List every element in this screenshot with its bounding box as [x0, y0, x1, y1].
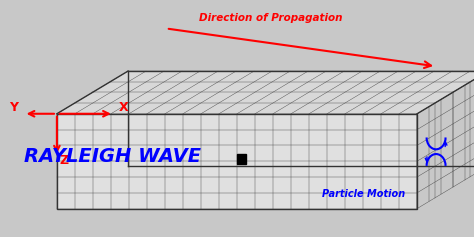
Polygon shape — [417, 71, 474, 209]
Polygon shape — [57, 71, 474, 114]
Polygon shape — [237, 154, 246, 164]
Text: Y: Y — [9, 101, 18, 114]
Text: RAYLEIGH WAVE: RAYLEIGH WAVE — [24, 147, 201, 166]
Text: Direction of Propagation: Direction of Propagation — [199, 13, 343, 23]
Text: X: X — [118, 101, 128, 114]
Polygon shape — [57, 114, 417, 209]
Text: Z: Z — [59, 154, 68, 167]
Text: Particle Motion: Particle Motion — [322, 189, 406, 199]
